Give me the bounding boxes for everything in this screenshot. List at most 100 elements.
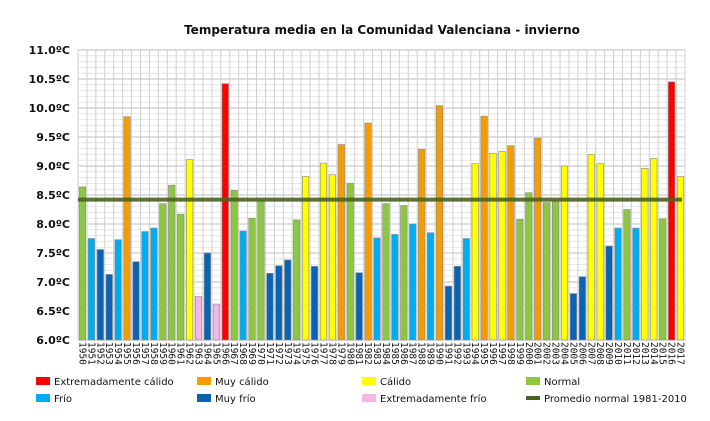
bar-1960 <box>168 184 176 341</box>
x-tick-label: 1982 <box>362 342 373 365</box>
x-tick-label: 1995 <box>478 342 489 365</box>
legend-swatch <box>36 377 50 385</box>
bar-1987 <box>409 223 417 341</box>
y-tick-label: 7.0ºC <box>36 276 70 289</box>
x-tick-label: 1954 <box>112 342 123 365</box>
bar-1953 <box>105 274 113 341</box>
x-tick-label: 1962 <box>184 342 195 365</box>
bar-2008 <box>596 163 604 341</box>
x-tick-label: 1987 <box>407 342 418 365</box>
legend-label: Muy cálido <box>215 376 269 388</box>
bar-1981 <box>355 272 363 341</box>
legend-label: Cálido <box>380 376 411 388</box>
bar-1985 <box>391 234 399 341</box>
bar-1969 <box>248 217 256 341</box>
bar-1996 <box>489 152 497 341</box>
x-tick-label: 1961 <box>175 342 186 365</box>
bar-1997 <box>498 151 506 341</box>
x-tick-label: 2016 <box>666 342 677 365</box>
x-tick-label: 2005 <box>567 342 578 365</box>
bar-1956 <box>132 261 140 341</box>
legend-label: Muy frío <box>215 393 256 405</box>
x-tick-label: 1990 <box>434 342 445 365</box>
x-tick-label: 1981 <box>353 342 364 365</box>
bar-1998 <box>507 145 515 341</box>
x-tick-label: 1988 <box>416 342 427 365</box>
bar-1964 <box>203 252 211 341</box>
bar-1966 <box>221 83 229 341</box>
bar-1958 <box>150 227 158 341</box>
bar-1973 <box>284 259 292 341</box>
bar-2001 <box>534 137 542 341</box>
bar-1963 <box>194 296 203 341</box>
bar-2002 <box>543 202 551 341</box>
x-tick-label: 1977 <box>317 342 328 365</box>
y-tick-label: 10.0ºC <box>29 102 70 115</box>
x-axis: 1950195119521953195419551956195719581959… <box>76 342 685 365</box>
y-tick-label: 6.5ºC <box>36 305 70 318</box>
x-tick-label: 2001 <box>532 342 543 365</box>
bar-1990 <box>435 105 444 341</box>
x-tick-label: 1980 <box>344 342 355 365</box>
legend-label: Extremadamente cálido <box>54 376 174 388</box>
x-tick-label: 1963 <box>193 342 204 365</box>
bar-1993 <box>462 238 470 341</box>
x-tick-label: 1952 <box>94 342 105 365</box>
bar-2009 <box>605 245 613 341</box>
x-tick-label: 1957 <box>139 342 150 365</box>
x-tick-label: 1998 <box>505 342 516 365</box>
bar-1961 <box>177 213 185 341</box>
x-tick-label: 2012 <box>630 342 641 365</box>
x-tick-label: 1999 <box>514 342 525 365</box>
bar-1988 <box>418 148 426 341</box>
bar-1959 <box>159 203 167 341</box>
bar-2015 <box>659 218 667 341</box>
x-tick-label: 1956 <box>130 342 141 365</box>
bar-1999 <box>516 219 524 341</box>
bar-2006 <box>578 276 586 341</box>
x-tick-label: 1955 <box>121 342 132 365</box>
x-tick-label: 1970 <box>255 342 266 365</box>
y-axis: 6.0ºC 6.5ºC 7.0ºC 7.5ºC 8.0ºC 8.5ºC 9.0ºC 9.5ºC… <box>29 44 70 347</box>
x-tick-label: 2013 <box>639 342 650 365</box>
y-tick-label: 8.5ºC <box>36 189 70 202</box>
x-tick-label: 2003 <box>550 342 561 365</box>
legend-swatch <box>36 394 50 402</box>
bar-1986 <box>400 205 408 341</box>
bar-1980 <box>346 183 354 341</box>
bar-1975 <box>302 176 310 341</box>
x-tick-label: 1992 <box>451 342 462 365</box>
bar-1978 <box>328 174 336 341</box>
y-tick-label: 7.5ºC <box>36 247 70 260</box>
bar-1995 <box>480 115 488 341</box>
x-tick-label: 1967 <box>228 342 239 365</box>
bar-1951 <box>87 238 95 341</box>
x-tick-label: 1953 <box>103 342 114 365</box>
bar-2005 <box>569 293 577 341</box>
bar-2003 <box>552 200 560 341</box>
x-tick-label: 2011 <box>621 342 632 365</box>
bar-1957 <box>141 231 149 341</box>
x-tick-label: 1973 <box>282 342 293 365</box>
x-tick-label: 1986 <box>398 342 409 365</box>
bar-1984 <box>382 203 390 341</box>
x-tick-label: 2009 <box>603 342 614 365</box>
legend: Extremadamente cálido Muy cálido Cálido Nor… <box>36 376 687 405</box>
bar-1977 <box>319 162 328 341</box>
x-tick-label: 1971 <box>264 342 275 365</box>
x-tick-label: 1968 <box>237 342 248 365</box>
legend-label: Frío <box>54 393 72 405</box>
x-tick-label: 1996 <box>487 342 498 365</box>
bars <box>78 81 685 341</box>
bar-1965 <box>212 303 220 341</box>
x-tick-label: 1993 <box>460 342 471 365</box>
bar-1950 <box>78 186 87 341</box>
x-tick-label: 1950 <box>76 342 87 365</box>
x-tick-label: 2014 <box>648 342 659 365</box>
x-tick-label: 2002 <box>541 342 552 365</box>
x-tick-label: 2017 <box>675 342 686 365</box>
x-tick-label: 1958 <box>148 342 159 365</box>
bar-2004 <box>560 165 569 341</box>
bar-1952 <box>96 249 104 341</box>
